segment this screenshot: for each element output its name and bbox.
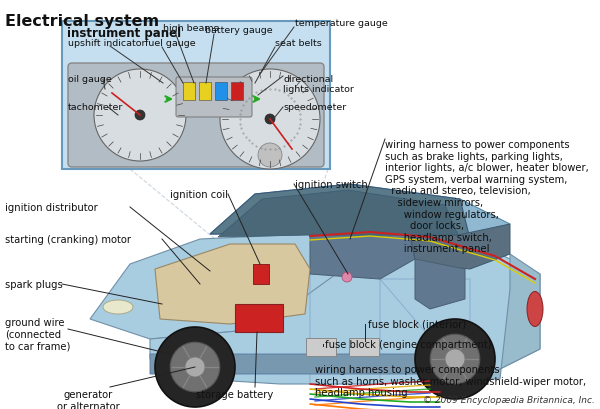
Polygon shape bbox=[210, 184, 510, 239]
Circle shape bbox=[430, 335, 480, 384]
FancyBboxPatch shape bbox=[231, 83, 243, 101]
Circle shape bbox=[185, 357, 205, 377]
FancyBboxPatch shape bbox=[62, 22, 330, 170]
Text: ground wire
(connected
to car frame): ground wire (connected to car frame) bbox=[5, 318, 70, 351]
Polygon shape bbox=[150, 234, 540, 384]
Circle shape bbox=[94, 70, 186, 162]
Text: spark plugs: spark plugs bbox=[5, 279, 63, 289]
Polygon shape bbox=[218, 191, 458, 237]
Text: ignition switch: ignition switch bbox=[295, 180, 368, 189]
Circle shape bbox=[445, 349, 465, 369]
Text: seat belts: seat belts bbox=[275, 39, 322, 48]
Polygon shape bbox=[310, 236, 415, 279]
Polygon shape bbox=[150, 354, 490, 374]
Bar bbox=[253, 264, 269, 284]
Text: fuel gauge: fuel gauge bbox=[145, 39, 196, 48]
FancyBboxPatch shape bbox=[349, 338, 379, 356]
Circle shape bbox=[135, 111, 145, 121]
Text: fuse block (engine compartment): fuse block (engine compartment) bbox=[325, 339, 491, 349]
Text: starting (cranking) motor: starting (cranking) motor bbox=[5, 234, 131, 245]
FancyBboxPatch shape bbox=[306, 338, 336, 356]
Polygon shape bbox=[155, 245, 310, 324]
Polygon shape bbox=[480, 254, 540, 379]
Polygon shape bbox=[415, 259, 465, 309]
Polygon shape bbox=[210, 184, 470, 239]
Bar bbox=[235, 304, 283, 332]
Text: battery gauge: battery gauge bbox=[205, 26, 272, 35]
Circle shape bbox=[342, 272, 352, 282]
FancyBboxPatch shape bbox=[199, 83, 211, 101]
Circle shape bbox=[258, 144, 282, 168]
Text: generator
or alternator: generator or alternator bbox=[56, 389, 119, 409]
Circle shape bbox=[170, 342, 220, 392]
Polygon shape bbox=[90, 234, 350, 339]
Text: temperature gauge: temperature gauge bbox=[295, 19, 388, 28]
Text: speedometer: speedometer bbox=[283, 103, 346, 112]
FancyBboxPatch shape bbox=[215, 83, 227, 101]
Text: oil gauge: oil gauge bbox=[68, 75, 112, 84]
Ellipse shape bbox=[527, 292, 543, 327]
Ellipse shape bbox=[103, 300, 133, 314]
Circle shape bbox=[220, 70, 320, 170]
Polygon shape bbox=[410, 225, 510, 270]
FancyBboxPatch shape bbox=[183, 83, 195, 101]
Text: wiring harness to power components
such as horns, washer motor, windshield-wiper: wiring harness to power components such … bbox=[315, 364, 586, 397]
Text: wiring harness to power components
such as brake lights, parking lights,
interio: wiring harness to power components such … bbox=[385, 139, 589, 254]
Text: instrument panel: instrument panel bbox=[67, 27, 181, 40]
Text: tachometer: tachometer bbox=[68, 103, 124, 112]
FancyBboxPatch shape bbox=[176, 78, 252, 118]
Text: © 2009 Encyclopædia Britannica, Inc.: © 2009 Encyclopædia Britannica, Inc. bbox=[423, 395, 595, 404]
Text: storage battery: storage battery bbox=[196, 389, 274, 399]
Circle shape bbox=[415, 319, 495, 399]
FancyBboxPatch shape bbox=[68, 64, 324, 168]
Text: upshift indicator: upshift indicator bbox=[68, 39, 146, 48]
Text: ignition distributor: ignition distributor bbox=[5, 202, 98, 213]
Text: ignition coil: ignition coil bbox=[170, 189, 228, 200]
Text: Electrical system: Electrical system bbox=[5, 14, 159, 29]
Circle shape bbox=[155, 327, 235, 407]
Text: high beams: high beams bbox=[163, 24, 218, 33]
Text: directional
lights indicator: directional lights indicator bbox=[283, 75, 354, 94]
Circle shape bbox=[265, 115, 275, 125]
Text: fuse block (interior): fuse block (interior) bbox=[368, 319, 466, 329]
